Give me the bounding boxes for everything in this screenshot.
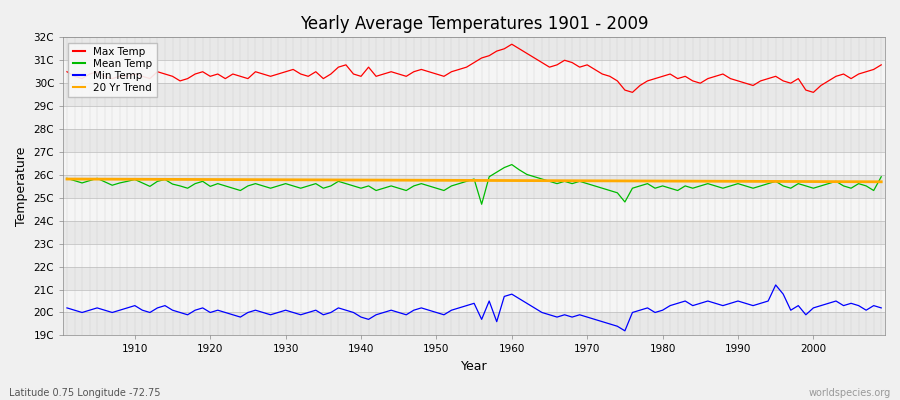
Bar xyxy=(63,106,885,129)
Y-axis label: Temperature: Temperature xyxy=(15,147,28,226)
Bar xyxy=(63,175,885,198)
Bar xyxy=(63,290,885,312)
Bar xyxy=(63,152,885,175)
Bar xyxy=(63,244,885,267)
Bar xyxy=(63,83,885,106)
Title: Yearly Average Temperatures 1901 - 2009: Yearly Average Temperatures 1901 - 2009 xyxy=(300,15,648,33)
Bar xyxy=(63,37,885,60)
Bar xyxy=(63,129,885,152)
Text: worldspecies.org: worldspecies.org xyxy=(809,388,891,398)
Bar xyxy=(63,198,885,221)
Bar xyxy=(63,221,885,244)
Bar xyxy=(63,267,885,290)
Bar xyxy=(63,312,885,336)
Bar xyxy=(63,60,885,83)
Text: Latitude 0.75 Longitude -72.75: Latitude 0.75 Longitude -72.75 xyxy=(9,388,160,398)
Legend: Max Temp, Mean Temp, Min Temp, 20 Yr Trend: Max Temp, Mean Temp, Min Temp, 20 Yr Tre… xyxy=(68,42,157,97)
X-axis label: Year: Year xyxy=(461,360,488,373)
